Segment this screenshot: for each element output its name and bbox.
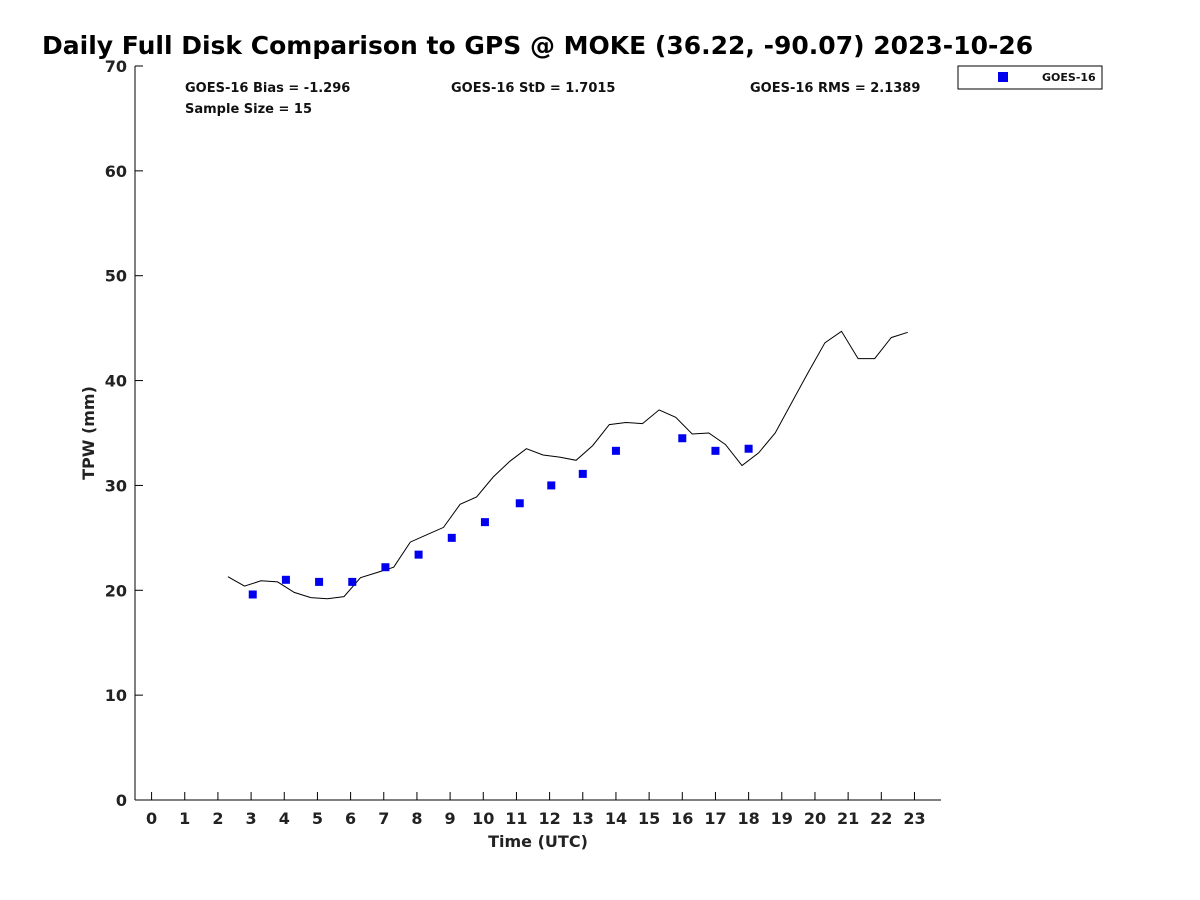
goes16-point bbox=[315, 577, 324, 586]
x-tick-label: 9 bbox=[445, 809, 456, 828]
x-tick-label: 23 bbox=[903, 809, 925, 828]
legend: GOES-16 bbox=[957, 65, 1103, 90]
x-tick-label: 22 bbox=[870, 809, 892, 828]
goes16-point bbox=[611, 446, 620, 455]
axes bbox=[134, 66, 941, 801]
goes16-point bbox=[381, 563, 390, 572]
goes16-point bbox=[711, 446, 720, 455]
y-axis-label: TPW (mm) bbox=[79, 386, 98, 480]
y-tick-label: 30 bbox=[105, 476, 127, 495]
x-tick-label: 8 bbox=[411, 809, 422, 828]
rms-stat: GOES-16 RMS = 2.1389 bbox=[750, 81, 920, 96]
legend-label-goes16: GOES-16 bbox=[1042, 71, 1096, 84]
std-stat: GOES-16 StD = 1.7015 bbox=[451, 81, 615, 96]
x-tick-label: 3 bbox=[246, 809, 257, 828]
y-tick-label: 50 bbox=[105, 267, 127, 286]
goes16-point bbox=[447, 533, 456, 542]
x-tick-label: 15 bbox=[638, 809, 660, 828]
goes16-point bbox=[281, 575, 290, 584]
x-tick-label: 7 bbox=[378, 809, 389, 828]
legend-marker-goes16 bbox=[998, 72, 1008, 82]
bias-stat: GOES-16 Bias = -1.296 bbox=[185, 81, 350, 96]
y-ticks: 0 10 20 30 40 50 60 70 bbox=[105, 57, 143, 810]
y-tick-label: 20 bbox=[105, 581, 127, 600]
x-ticks: 0 1 2 3 4 5 6 7 8 9 10 11 12 13 14 15 16 17 18 19 20 21 22 23 bbox=[146, 792, 926, 828]
goes16-point bbox=[248, 590, 257, 599]
gps-tpw-line bbox=[227, 330, 908, 600]
x-tick-label: 14 bbox=[605, 809, 627, 828]
plot-area bbox=[227, 330, 908, 600]
x-tick-label: 6 bbox=[345, 809, 356, 828]
x-tick-label: 19 bbox=[771, 809, 793, 828]
x-tick-label: 2 bbox=[212, 809, 223, 828]
y-tick-label: 60 bbox=[105, 162, 127, 181]
goes16-point bbox=[678, 434, 687, 443]
legend-box bbox=[957, 65, 1103, 90]
y-tick-label: 10 bbox=[105, 686, 127, 705]
x-tick-label: 13 bbox=[572, 809, 594, 828]
x-tick-label: 1 bbox=[179, 809, 190, 828]
x-tick-label: 0 bbox=[146, 809, 157, 828]
x-axis-label: Time (UTC) bbox=[488, 832, 588, 851]
y-tick-label: 70 bbox=[105, 57, 127, 76]
x-tick-label: 4 bbox=[279, 809, 290, 828]
x-tick-label: 20 bbox=[804, 809, 826, 828]
goes16-point bbox=[348, 577, 357, 586]
goes16-point bbox=[547, 481, 556, 490]
goes16-point bbox=[480, 518, 489, 527]
goes16-point bbox=[515, 499, 524, 508]
x-tick-label: 16 bbox=[671, 809, 693, 828]
y-tick-label: 40 bbox=[105, 372, 127, 391]
x-tick-label: 10 bbox=[472, 809, 494, 828]
goes16-point bbox=[414, 550, 423, 559]
goes16-point bbox=[744, 444, 753, 453]
x-tick-label: 21 bbox=[837, 809, 859, 828]
chart-title: Daily Full Disk Comparison to GPS @ MOKE… bbox=[42, 31, 1033, 60]
x-tick-label: 17 bbox=[704, 809, 726, 828]
x-tick-label: 12 bbox=[538, 809, 560, 828]
x-tick-label: 18 bbox=[737, 809, 759, 828]
goes16-point bbox=[578, 469, 587, 478]
x-tick-label: 5 bbox=[312, 809, 323, 828]
x-tick-label: 11 bbox=[505, 809, 527, 828]
y-tick-label: 0 bbox=[116, 791, 127, 810]
sample-size-stat: Sample Size = 15 bbox=[185, 102, 312, 117]
